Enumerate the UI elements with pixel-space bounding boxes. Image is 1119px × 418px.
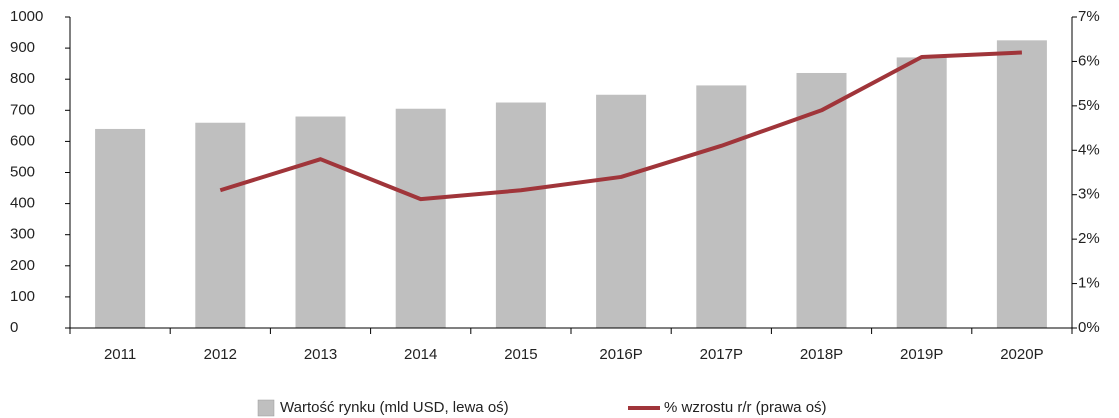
y2-tick-label: 7% [1078,8,1100,25]
x-tick-label: 2018P [800,346,843,363]
y2-tick-label: 1% [1078,275,1100,292]
bar [295,116,346,329]
y-tick-label: 500 [10,163,35,180]
bar [95,128,146,328]
y-tick-label: 400 [10,195,35,212]
y-tick-label: 0 [10,319,18,336]
x-tick-label: 2015 [504,346,537,363]
x-tick-label: 2014 [404,346,437,363]
legend-label: % wzrostu r/r (prawa oś) [664,399,827,416]
y2-tick-label: 6% [1078,52,1100,69]
legend-label: Wartość rynku (mld USD, lewa oś) [280,399,509,416]
x-tick-label: 2013 [304,346,337,363]
x-tick-label: 2019P [900,346,943,363]
y2-tick-label: 5% [1078,97,1100,114]
y-tick-label: 600 [10,132,35,149]
x-tick-label: 2017P [700,346,743,363]
y-tick-label: 100 [10,288,35,305]
y2-tick-label: 0% [1078,319,1100,336]
x-tick-label: 2020P [1000,346,1043,363]
bar [996,40,1047,328]
y-tick-label: 200 [10,257,35,274]
y-tick-label: 1000 [10,8,43,25]
bar [395,108,446,329]
x-tick-label: 2011 [104,346,136,363]
x-tick-label: 2016P [599,346,642,363]
y2-tick-label: 4% [1078,141,1100,158]
bar [596,94,647,328]
y-tick-label: 900 [10,39,35,56]
bar [495,102,546,329]
y-tick-label: 300 [10,226,35,243]
bar [195,122,246,329]
y-tick-label: 700 [10,101,35,118]
y-tick-label: 800 [10,70,35,87]
line [219,50,1022,202]
legend-swatch [257,399,275,417]
y2-tick-label: 3% [1078,186,1100,203]
bar [896,57,947,329]
x-tick-label: 2012 [204,346,237,363]
y2-tick-label: 2% [1078,230,1100,247]
bar [696,85,747,328]
